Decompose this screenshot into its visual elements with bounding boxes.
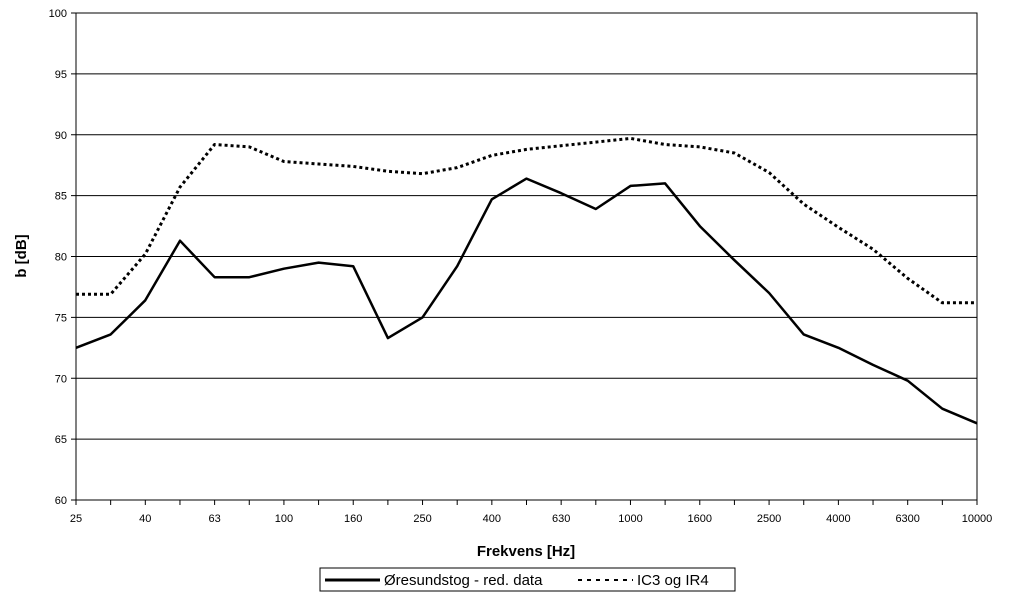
legend-box bbox=[319, 567, 736, 592]
y-tick-label-95: 95 bbox=[55, 69, 67, 81]
y-tick-label-60: 60 bbox=[55, 495, 67, 507]
x-tick-label-63: 63 bbox=[208, 513, 220, 525]
x-tick-label-2500: 2500 bbox=[757, 513, 781, 525]
series-line-ic3-ir4 bbox=[76, 136, 977, 305]
series-line-oresundstog bbox=[75, 177, 978, 425]
y-tick-label-85: 85 bbox=[55, 191, 67, 203]
y-tick-label-80: 80 bbox=[55, 252, 67, 264]
gridlines bbox=[76, 73, 977, 440]
y-tick-label-70: 70 bbox=[55, 373, 67, 385]
x-tick-label-160: 160 bbox=[344, 513, 362, 525]
x-tick-label-250: 250 bbox=[413, 513, 431, 525]
legend: Øresundstog - red. data IC3 og IR4 bbox=[319, 567, 736, 592]
x-axis-title: Frekvens [Hz] bbox=[477, 543, 575, 560]
x-tick-label-100: 100 bbox=[275, 513, 293, 525]
x-tick-label-630: 630 bbox=[552, 513, 570, 525]
y-tick-label-90: 90 bbox=[55, 130, 67, 142]
x-tick-label-10000: 10000 bbox=[962, 513, 993, 525]
x-tick-label-1600: 1600 bbox=[688, 513, 712, 525]
x-tick-label-6300: 6300 bbox=[895, 513, 919, 525]
x-tick-label-1000: 1000 bbox=[618, 513, 642, 525]
legend-label-oresundstog: Øresundstog - red. data bbox=[384, 572, 543, 589]
x-tick-label-25: 25 bbox=[70, 513, 82, 525]
legend-label-ic3-ir4: IC3 og IR4 bbox=[637, 572, 709, 589]
y-axis-ticks: 60 65 70 75 80 85 90 95 100 bbox=[49, 8, 76, 507]
y-tick-label-65: 65 bbox=[55, 434, 67, 446]
y-tick-label-100: 100 bbox=[49, 8, 67, 20]
x-tick-label-40: 40 bbox=[139, 513, 151, 525]
series-lines bbox=[75, 136, 978, 425]
y-axis-title: b [dB] bbox=[13, 234, 30, 277]
x-tick-label-4000: 4000 bbox=[826, 513, 850, 525]
x-axis-ticks: 25 40 63 100 160 250 400 630 1000 1600 2500 4000 630… bbox=[70, 500, 992, 525]
y-tick-label-75: 75 bbox=[55, 312, 67, 324]
x-tick-label-400: 400 bbox=[483, 513, 501, 525]
